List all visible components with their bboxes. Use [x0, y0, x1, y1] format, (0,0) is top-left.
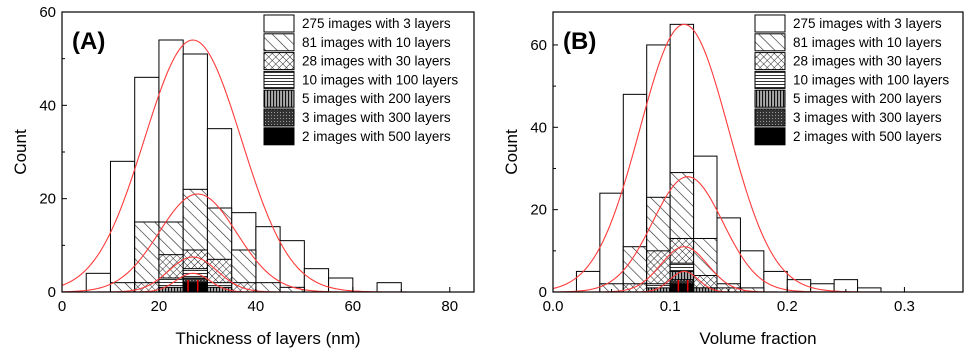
legend-swatch: [754, 14, 786, 33]
x-tick-label: 40: [248, 298, 265, 315]
x-axis-title: Thickness of layers (nm): [175, 329, 360, 348]
x-axis-title: Volume fraction: [699, 329, 816, 348]
y-tick-label: 0: [48, 284, 56, 301]
x-tick-label: 80: [441, 298, 458, 315]
bar: [599, 192, 624, 293]
x-tick-label: 0.2: [777, 298, 798, 315]
x-tick-label: 0.3: [894, 298, 915, 315]
legend-swatch: [263, 52, 295, 71]
legend-label: 10 images with 100 layers: [793, 72, 949, 87]
panel-label: (B): [563, 28, 596, 55]
x-tick-label: 20: [151, 298, 168, 315]
bar: [85, 272, 111, 293]
legend-label: 28 images with 30 layers: [793, 54, 942, 69]
legend-swatch: [754, 33, 786, 52]
legend-label: 10 images with 100 layers: [302, 72, 458, 87]
bar: [303, 268, 330, 293]
legend-swatch: [263, 108, 295, 127]
legend-swatch: [263, 14, 295, 33]
y-tick-label: 60: [39, 4, 56, 21]
bar: [716, 217, 741, 293]
legend-label: 5 images with 200 layers: [302, 91, 451, 106]
legend-swatch: [263, 70, 295, 89]
x-tick-label: 60: [344, 298, 361, 315]
legend-swatch: [263, 89, 295, 108]
plot-frame: [552, 11, 964, 293]
series-6-bars: [669, 283, 695, 293]
legend-swatch: [754, 108, 786, 127]
y-tick-label: 0: [539, 284, 547, 301]
legend-swatch: [754, 127, 786, 146]
x-tick-label: 0: [58, 298, 66, 315]
y-tick-label: 20: [530, 202, 547, 219]
panel-label: (A): [72, 28, 105, 55]
y-axis-title: Count: [11, 129, 30, 175]
legend-label: 3 images with 300 layers: [302, 110, 451, 125]
x-tick-label: 0.1: [660, 298, 681, 315]
x-tick-label: 0.0: [543, 298, 564, 315]
legend-label: 2 images with 500 layers: [793, 129, 942, 144]
legend-label: 81 images with 10 layers: [793, 35, 942, 50]
y-tick-label: 40: [39, 97, 56, 114]
legend-label: 275 images with 3 layers: [302, 16, 451, 31]
panel-b: 0.0 0.1 0.2 0.3 0 20 40 60 Volume fraction Count (…: [502, 11, 964, 348]
y-axis-title: Count: [502, 129, 521, 175]
legend-swatch: [263, 127, 295, 146]
legend-label: 3 images with 300 layers: [793, 110, 942, 125]
bar: [669, 283, 695, 293]
legend-label: 275 images with 3 layers: [793, 16, 942, 31]
legend: 275 images with 3 layers 81 images with 1…: [754, 14, 949, 146]
panel-a: 0 20 40 60 80 0 20 40 60 Thickness of layers (nm)…: [11, 4, 475, 348]
legend-swatch: [754, 52, 786, 71]
legend-label: 2 images with 500 layers: [302, 129, 451, 144]
series-6-bars: [182, 282, 208, 293]
y-tick-label: 40: [530, 119, 547, 136]
legend-swatch: [754, 70, 786, 89]
y-tick-label: 60: [530, 37, 547, 54]
bar: [622, 283, 648, 293]
bar: [376, 282, 402, 293]
legend-label: 81 images with 10 layers: [302, 35, 451, 50]
bar: [182, 282, 208, 293]
legend-label: 5 images with 200 layers: [793, 91, 942, 106]
legend-swatch: [754, 89, 786, 108]
legend-swatch: [263, 33, 295, 52]
bar: [255, 282, 281, 293]
bar: [739, 250, 765, 293]
legend-label: 28 images with 30 layers: [302, 54, 451, 69]
legend: 275 images with 3 layers 81 images with 1…: [263, 14, 458, 146]
y-tick-label: 20: [39, 191, 56, 208]
